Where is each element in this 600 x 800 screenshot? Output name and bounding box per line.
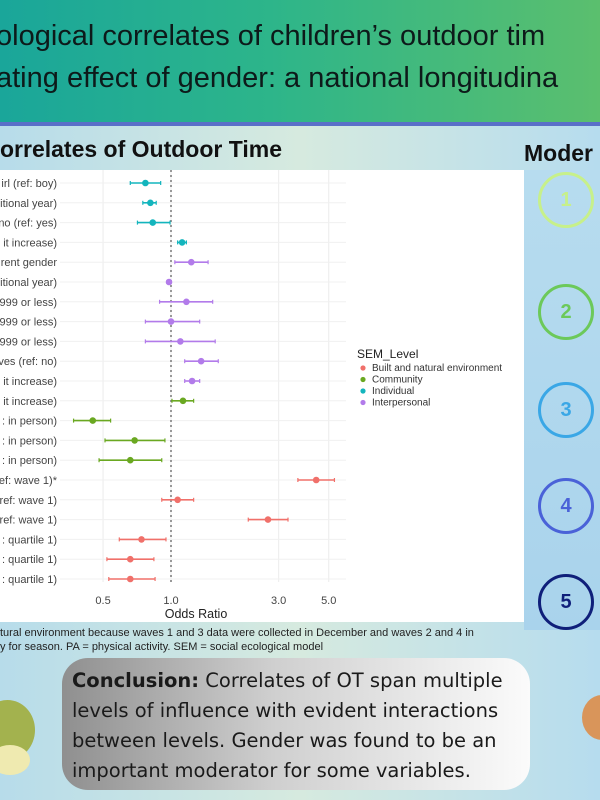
conclusion-label: Conclusion: — [72, 669, 200, 692]
row-label: rent gender — [1, 257, 58, 269]
row-label: irl (ref: boy) — [1, 178, 57, 190]
row-label: itional year) — [0, 198, 57, 210]
moderator-circle-2: 2 — [538, 284, 594, 340]
odds-ratio-point — [183, 298, 190, 306]
legend-marker — [360, 388, 366, 394]
legend-entry: Community — [372, 375, 423, 386]
legend-entry: Built and natural environment — [372, 363, 502, 374]
odds-ratio-point — [147, 199, 154, 207]
odds-ratio-point — [149, 219, 157, 226]
legend-entry: Individual — [372, 386, 414, 397]
legend-title: SEM_Level — [357, 347, 418, 361]
row-label: 999 or less) — [0, 317, 57, 329]
section-title: orrelates of Outdoor Time — [0, 136, 283, 162]
moderator-panel: 1 2 3 4 5 — [524, 170, 600, 630]
legend-marker — [360, 365, 366, 371]
odds-ratio-point — [179, 397, 187, 405]
moderator-circle-5: 5 — [538, 574, 594, 630]
odds-ratio-point — [126, 456, 134, 464]
forest-plot-svg: irl (ref: boy) itional year) no (ref: yes)… — [0, 170, 502, 621]
legend-entry: Interpersonal — [372, 398, 430, 409]
odds-ratio-point — [188, 377, 196, 385]
x-tick-label: 3.0 — [271, 595, 286, 607]
odds-ratio-point — [131, 437, 138, 444]
row-label: no (ref: yes) — [0, 218, 57, 230]
row-label: 999 or less) — [0, 297, 57, 309]
odds-ratio-point — [138, 536, 145, 543]
moderation-title: Moder — [524, 140, 593, 166]
odds-ratio-point — [174, 496, 181, 504]
footnote-line-1: tural environment because waves 1 and 3 … — [0, 627, 474, 639]
x-tick-label: 5.0 — [321, 595, 336, 607]
odds-ratio-point — [126, 575, 134, 583]
row-label: : in person) — [2, 455, 57, 467]
moderator-circle-3: 3 — [538, 382, 594, 438]
x-tick-label: 0.5 — [95, 595, 110, 607]
footnote-line-2: y for season. PA = physical activity. SE… — [0, 641, 324, 653]
x-axis-title: Odds Ratio — [165, 607, 228, 621]
odds-ratio-point — [89, 417, 97, 424]
row-label: ref: wave 1) — [0, 495, 57, 507]
odds-ratio-point — [264, 516, 272, 523]
row-label: : in person) — [2, 416, 57, 428]
odds-ratio-point — [178, 239, 186, 246]
odds-ratio-point — [177, 338, 184, 345]
row-label: it increase) — [3, 237, 57, 249]
row-label: : quartile 1) — [2, 574, 57, 586]
x-tick-label: 1.0 — [163, 595, 178, 607]
odds-ratio-point — [165, 278, 173, 286]
forest-plot: irl (ref: boy) itional year) no (ref: yes)… — [0, 170, 524, 622]
moderator-circle-1: 1 — [538, 172, 594, 228]
conclusion-box: Conclusion: Correlates of OT span multip… — [62, 658, 530, 790]
animal-illustration — [582, 695, 600, 740]
row-label: : quartile 1) — [2, 534, 57, 546]
row-label: : in person) — [2, 435, 57, 447]
legend-marker — [360, 399, 366, 406]
conclusion-text: Correlates of OT span multiple levels of… — [72, 669, 503, 782]
title-line-2: ating effect of gender: a national longi… — [0, 62, 559, 94]
odds-ratio-point — [167, 318, 175, 325]
title-line-1: ological correlates of children’s outdoo… — [0, 20, 546, 52]
moderator-circle-4: 4 — [538, 478, 594, 534]
title-banner: ological correlates of children’s outdoo… — [0, 0, 600, 126]
row-label: ves (ref: no) — [0, 356, 57, 368]
odds-ratio-point — [197, 357, 205, 365]
odds-ratio-point — [312, 476, 320, 484]
row-label: itional year) — [0, 277, 57, 289]
row-label: it increase) — [3, 376, 57, 388]
footnote: tural environment because waves 1 and 3 … — [0, 626, 474, 654]
odds-ratio-point — [126, 555, 134, 563]
odds-ratio-point — [142, 179, 149, 187]
odds-ratio-point — [187, 258, 195, 266]
row-label: 999 or less) — [0, 336, 57, 348]
row-label: ef: wave 1)* — [0, 475, 58, 487]
row-label: ref: wave 1) — [0, 515, 57, 527]
row-label: it increase) — [3, 396, 57, 408]
legend-marker — [360, 376, 366, 383]
row-label: : quartile 1) — [2, 554, 57, 566]
